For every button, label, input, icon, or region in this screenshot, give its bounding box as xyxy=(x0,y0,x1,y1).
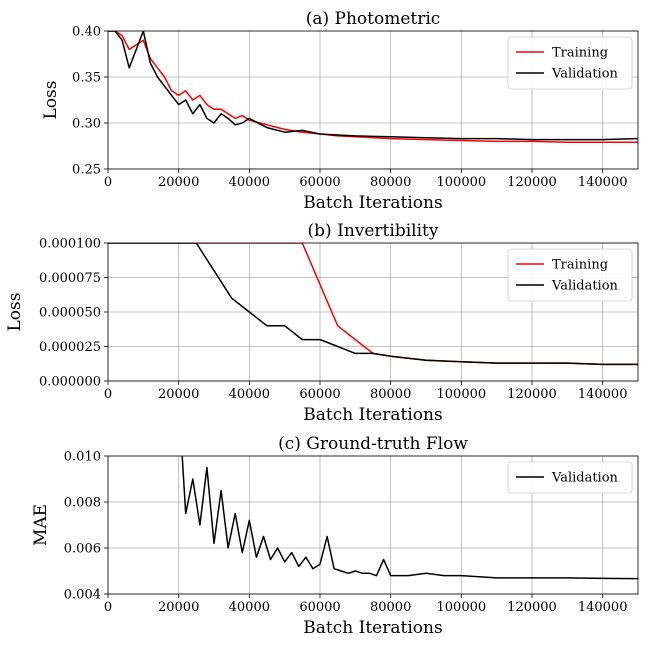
series-group xyxy=(108,31,638,144)
plot-frame xyxy=(107,30,639,170)
y-tick-label: 0.000025 xyxy=(39,340,101,355)
x-tick-label: 40000 xyxy=(229,387,270,402)
legend-label: Training xyxy=(552,46,608,61)
legend: Validation xyxy=(507,461,633,494)
x-tick-label: 20000 xyxy=(158,175,199,190)
x-tick-label: 100000 xyxy=(437,175,487,190)
x-tick-label: 140000 xyxy=(578,600,628,615)
series-line-validation xyxy=(181,456,638,580)
x-tick-label: 80000 xyxy=(370,175,411,190)
y-tick-label: 0.40 xyxy=(72,25,101,40)
x-tick-label: 60000 xyxy=(299,387,340,402)
x-tick-label: 0 xyxy=(104,387,112,402)
x-tick-label: 120000 xyxy=(507,175,557,190)
x-tick-label: 140000 xyxy=(578,175,628,190)
x-axis-label: Batch Iterations xyxy=(303,618,442,638)
legend-box xyxy=(507,248,633,302)
legend: Training Validation xyxy=(507,248,633,302)
x-tick-label: 60000 xyxy=(299,600,340,615)
legend-label: Validation xyxy=(551,67,619,82)
y-tick-label: 0.000100 xyxy=(39,237,101,252)
series-line-validation xyxy=(108,243,638,366)
y-tick-label: 0.000075 xyxy=(39,271,101,286)
y-tick-label: 0.010 xyxy=(64,450,101,465)
x-tick-label: 80000 xyxy=(370,600,411,615)
chart-0: 0 20000 40000 60000 80000 100000 120000 140000 0… xyxy=(41,9,639,213)
y-tick-label: 0.000000 xyxy=(39,375,101,390)
plot-frame xyxy=(107,455,639,595)
series-line-validation xyxy=(108,31,638,141)
y-tick-label: 0.004 xyxy=(64,588,101,603)
chart-title: (c) Ground-truth Flow xyxy=(278,434,468,454)
y-tick-label: 0.35 xyxy=(72,71,101,86)
legend-label: Validation xyxy=(551,471,619,486)
series-group xyxy=(108,243,638,366)
y-tick-label: 0.006 xyxy=(64,542,101,557)
series-group xyxy=(181,456,638,580)
x-tick-label: 40000 xyxy=(229,175,270,190)
legend-box xyxy=(507,36,633,90)
legend-label: Training xyxy=(552,258,608,273)
x-tick-label: 40000 xyxy=(229,600,270,615)
x-tick-label: 100000 xyxy=(437,387,487,402)
y-tick-label: 0.30 xyxy=(72,117,101,132)
legend-label: Validation xyxy=(551,279,619,294)
chart-2: 0 20000 40000 60000 80000 100000 120000 140000 0… xyxy=(31,434,639,638)
x-tick-label: 80000 xyxy=(370,387,411,402)
y-axis-label: Loss xyxy=(5,293,25,332)
y-tick-label: 0.008 xyxy=(64,496,101,511)
chart-title: (a) Photometric xyxy=(306,9,441,29)
x-tick-label: 140000 xyxy=(578,387,628,402)
chart-1: 0 20000 40000 60000 80000 100000 120000 140000 0… xyxy=(5,221,639,425)
y-axis-label: Loss xyxy=(41,81,61,120)
x-tick-label: 120000 xyxy=(507,600,557,615)
x-tick-label: 0 xyxy=(104,600,112,615)
legend-box xyxy=(507,461,633,494)
legend: Training Validation xyxy=(507,36,633,90)
x-tick-label: 20000 xyxy=(158,387,199,402)
x-axis-label: Batch Iterations xyxy=(303,405,442,425)
y-axis-label: MAE xyxy=(31,504,51,546)
x-axis-label: Batch Iterations xyxy=(303,193,442,213)
x-tick-label: 60000 xyxy=(299,175,340,190)
x-tick-label: 100000 xyxy=(437,600,487,615)
y-tick-label: 0.000050 xyxy=(39,306,101,321)
x-tick-label: 20000 xyxy=(158,600,199,615)
x-tick-label: 0 xyxy=(104,175,112,190)
chart-title: (b) Invertibility xyxy=(308,221,439,241)
y-tick-label: 0.25 xyxy=(72,163,101,178)
x-tick-label: 120000 xyxy=(507,387,557,402)
